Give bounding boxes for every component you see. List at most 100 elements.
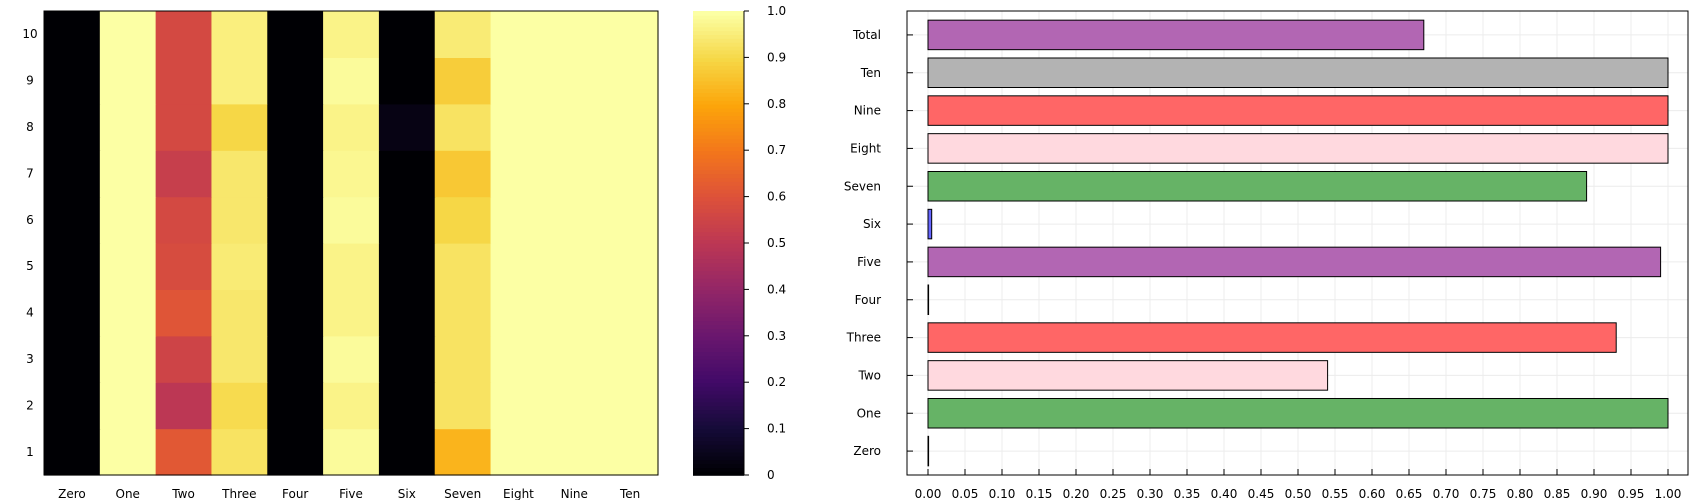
bar-x-tick-label: 0.65 (1396, 487, 1423, 500)
heatmap-cell (490, 289, 547, 337)
heatmap-cell (378, 11, 436, 58)
heatmap-colorbar: 0 0.1 0.2 0.3 0.4 0.5 0.6 0.7 0.8 0.9 1.0 (693, 4, 786, 482)
colorbar-gradient-slice (693, 69, 744, 74)
colorbar-gradient-slice (693, 420, 744, 426)
heatmap-cell (44, 289, 101, 337)
colorbar-gradient-slice (693, 215, 744, 221)
heatmap-cell (323, 57, 380, 105)
colorbar-gradient-slice (693, 99, 744, 105)
colorbar-gradient-slice (693, 154, 744, 159)
colorbar-gradient-slice (693, 212, 744, 217)
heatmap-cell (155, 428, 213, 476)
colorbar-gradient-slice (693, 150, 744, 155)
heatmap-cell (155, 150, 213, 198)
colorbar-gradient-slice (693, 413, 744, 418)
colorbar-gradient-slice (693, 88, 744, 93)
heatmap-cell (267, 11, 324, 58)
bar-y-tick-label: Nine (854, 104, 881, 118)
heatmap-cell (378, 243, 436, 290)
heatmap-cell (546, 11, 603, 58)
colorbar-gradient-slice (693, 463, 744, 469)
heatmap-cell (546, 150, 603, 198)
bar-x-tick-label: 0.10 (989, 487, 1016, 500)
heatmap-chart: Zero One Two Three Four Five Six Seven Eight Nine… (22, 10, 659, 500)
colorbar-gradient-slice (693, 61, 744, 66)
colorbar-gradient-slice (693, 185, 744, 190)
colorbar-tick-label: 0.4 (767, 282, 786, 296)
colorbar-gradient-slice (693, 115, 744, 121)
heatmap-cell (211, 57, 268, 105)
bar-eight (927, 133, 1669, 164)
heatmap-cell (211, 103, 268, 151)
heatmap-cell (323, 335, 380, 383)
heatmap-cell (155, 57, 213, 105)
heatmap-cell (44, 103, 101, 151)
colorbar-gradient-slice (693, 324, 744, 329)
colorbar-gradient-slice (693, 161, 744, 167)
colorbar-gradient-slice (693, 127, 744, 132)
heatmap-cell (323, 382, 380, 430)
colorbar-gradient-slice (693, 227, 744, 233)
heatmap-cell (155, 335, 213, 383)
heatmap-cell (546, 335, 603, 383)
colorbar-gradient-slice (693, 208, 744, 213)
heatmap-cell (602, 57, 659, 105)
colorbar-gradient-slice (693, 436, 744, 441)
heatmap-cell (434, 196, 492, 244)
heatmap-cell (602, 335, 659, 383)
colorbar-tick-label: 0 (767, 468, 775, 482)
heatmap-cell (490, 103, 547, 151)
colorbar-gradient-slice (693, 444, 744, 449)
heatmap-cell (602, 243, 659, 290)
colorbar-gradient-slice (693, 134, 744, 140)
heatmap-cell (155, 243, 213, 290)
colorbar-gradient-slice (693, 335, 744, 341)
colorbar-gradient-slice (693, 38, 744, 43)
heatmap-x-tick-label: Three (221, 487, 256, 500)
heatmap-cell (155, 382, 213, 430)
colorbar-gradient-slice (693, 281, 744, 287)
colorbar-gradient-slice (693, 84, 744, 90)
colorbar-gradient-slice (693, 219, 744, 225)
bar-x-tick-label: 0.90 (1581, 487, 1608, 500)
colorbar-gradient-slice (693, 173, 744, 179)
colorbar-gradient-slice (693, 130, 744, 136)
bar-y-tick-label: Seven (844, 179, 881, 193)
colorbar-tick-label: 1.0 (767, 4, 786, 18)
colorbar-gradient-slice (693, 351, 744, 356)
bar-two (927, 360, 1329, 391)
heatmap-x-tick-label: Ten (619, 487, 640, 500)
colorbar-gradient-slice (693, 181, 744, 186)
bar-chart: Zero One Two Three Four Five Six Seven Eight Nine… (844, 10, 1689, 500)
colorbar-gradient-slice (693, 467, 744, 472)
heatmap-cell (155, 11, 213, 58)
heatmap-cell (267, 57, 324, 105)
colorbar-gradient-slice (693, 231, 744, 237)
heatmap-cell (378, 150, 436, 198)
bar-y-tick-label: Zero (853, 444, 881, 458)
heatmap-x-tick-label: Zero (58, 487, 86, 500)
bar-x-tick-label: 0.70 (1433, 487, 1460, 500)
bar-nine (927, 95, 1669, 126)
colorbar-gradient-slice (693, 45, 744, 51)
heatmap-x-tick-label: Four (282, 487, 308, 500)
bar-x-tick-label: 0.25 (1100, 487, 1127, 500)
heatmap-cell (323, 289, 380, 337)
colorbar-gradient-slice (693, 188, 744, 194)
heatmap-cell (323, 103, 380, 151)
colorbar-gradient-slice (693, 409, 744, 414)
heatmap-cell (267, 428, 324, 476)
colorbar-gradient-slice (693, 432, 744, 438)
colorbar-gradient-slice (693, 266, 744, 271)
bar-y-tick-label: Ten (860, 66, 881, 80)
colorbar-gradient-slice (693, 92, 744, 97)
colorbar-gradient-slice (693, 146, 744, 151)
bar-x-tick-label: 0.45 (1248, 487, 1275, 500)
colorbar-gradient-slice (693, 123, 744, 128)
colorbar-tick-label: 0.2 (767, 375, 786, 389)
bar-x-tick-label: 0.20 (1063, 487, 1090, 500)
colorbar-tick-label: 0.7 (767, 143, 786, 157)
bar-x-tick-label: 0.40 (1211, 487, 1238, 500)
colorbar-gradient-slice (693, 440, 744, 445)
heatmap-x-tick-label: Six (398, 487, 416, 500)
